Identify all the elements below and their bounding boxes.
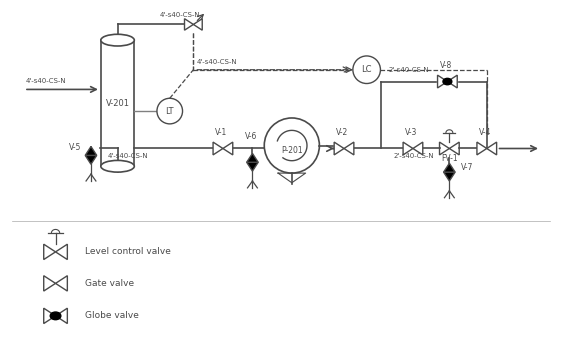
Ellipse shape (101, 34, 134, 46)
Text: V-2: V-2 (336, 128, 348, 137)
Text: V-4: V-4 (479, 128, 491, 137)
Text: V-7: V-7 (461, 163, 474, 172)
Circle shape (264, 118, 319, 173)
Text: LT: LT (165, 107, 174, 116)
Polygon shape (413, 142, 423, 155)
Polygon shape (56, 276, 67, 291)
Polygon shape (247, 162, 258, 171)
Polygon shape (403, 142, 413, 155)
Text: V-5: V-5 (69, 144, 81, 153)
Text: LC: LC (361, 65, 372, 74)
Polygon shape (247, 153, 258, 162)
Text: V-8: V-8 (439, 61, 452, 70)
Polygon shape (334, 142, 344, 155)
Polygon shape (213, 142, 223, 155)
Ellipse shape (50, 312, 61, 320)
Text: P-201: P-201 (281, 147, 303, 156)
Ellipse shape (101, 161, 134, 172)
Polygon shape (477, 142, 487, 155)
Text: Level control valve: Level control valve (85, 247, 171, 256)
Bar (101, 40, 134, 166)
Polygon shape (344, 142, 354, 155)
Polygon shape (443, 163, 455, 172)
Text: 4'-s40-CS-N: 4'-s40-CS-N (108, 153, 148, 159)
Text: FV-1: FV-1 (442, 154, 458, 163)
Text: 4'-s40-CS-N: 4'-s40-CS-N (26, 77, 67, 84)
Text: V-1: V-1 (215, 128, 227, 137)
Polygon shape (193, 19, 202, 30)
Text: Gate valve: Gate valve (85, 279, 134, 288)
Polygon shape (85, 147, 97, 156)
Text: 2'-s40-CS-N: 2'-s40-CS-N (393, 153, 434, 159)
Circle shape (157, 98, 183, 124)
Text: 4'-s40-CS-N: 4'-s40-CS-N (160, 12, 201, 18)
Text: V-3: V-3 (405, 128, 418, 137)
Polygon shape (184, 19, 193, 30)
Circle shape (353, 56, 380, 84)
Text: 2'-s40-CS-N: 2'-s40-CS-N (388, 67, 429, 73)
Ellipse shape (443, 78, 452, 85)
Polygon shape (487, 142, 497, 155)
Text: V-201: V-201 (106, 99, 130, 108)
Text: V-6: V-6 (244, 132, 257, 141)
Polygon shape (223, 142, 233, 155)
Polygon shape (85, 156, 97, 164)
Polygon shape (44, 276, 56, 291)
Text: Globe valve: Globe valve (85, 311, 139, 320)
Text: 4'-s40-CS-N: 4'-s40-CS-N (196, 59, 237, 65)
Polygon shape (443, 172, 455, 181)
